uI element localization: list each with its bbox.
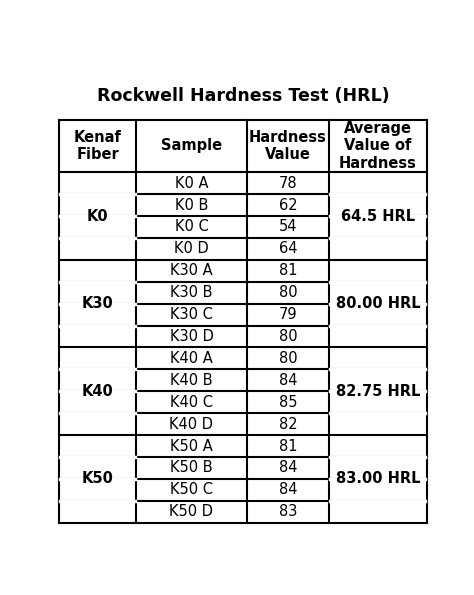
- Text: 62: 62: [279, 198, 297, 212]
- Text: Sample: Sample: [161, 139, 222, 154]
- Text: K40: K40: [82, 384, 114, 399]
- Text: K0 D: K0 D: [174, 242, 209, 256]
- Text: K40 C: K40 C: [170, 394, 213, 410]
- Text: K30 B: K30 B: [170, 285, 213, 300]
- Text: Average
Value of
Hardness: Average Value of Hardness: [339, 121, 417, 171]
- Text: K40 B: K40 B: [170, 373, 213, 388]
- Text: Kenaf
Fiber: Kenaf Fiber: [74, 130, 122, 162]
- Text: K40 D: K40 D: [170, 416, 213, 431]
- Text: K30 A: K30 A: [170, 263, 213, 278]
- Text: K50 B: K50 B: [170, 461, 213, 475]
- Text: 85: 85: [279, 394, 297, 410]
- Text: 80: 80: [279, 329, 297, 344]
- Text: 54: 54: [279, 220, 297, 234]
- Text: 80: 80: [279, 351, 297, 366]
- Text: K0 A: K0 A: [175, 176, 208, 190]
- Text: K30: K30: [82, 296, 114, 311]
- Text: 64.5 HRL: 64.5 HRL: [341, 208, 415, 224]
- Text: 84: 84: [279, 461, 297, 475]
- Text: 84: 84: [279, 373, 297, 388]
- Text: 80.00 HRL: 80.00 HRL: [336, 296, 420, 311]
- Text: 83.00 HRL: 83.00 HRL: [336, 471, 420, 486]
- Text: 81: 81: [279, 439, 297, 453]
- Text: 84: 84: [279, 483, 297, 497]
- Text: Rockwell Hardness Test (HRL): Rockwell Hardness Test (HRL): [97, 87, 389, 105]
- Text: 83: 83: [279, 504, 297, 519]
- Text: 81: 81: [279, 263, 297, 278]
- Text: K50 D: K50 D: [170, 504, 213, 519]
- Text: K0 B: K0 B: [175, 198, 208, 212]
- Text: 82: 82: [279, 416, 297, 431]
- Text: K0: K0: [87, 208, 109, 224]
- Text: Hardness
Value: Hardness Value: [249, 130, 327, 162]
- Text: K0 C: K0 C: [174, 220, 209, 234]
- Text: 82.75 HRL: 82.75 HRL: [336, 384, 420, 399]
- Text: K40 A: K40 A: [170, 351, 213, 366]
- Text: K50: K50: [82, 471, 114, 486]
- Text: 64: 64: [279, 242, 297, 256]
- Text: K50 A: K50 A: [170, 439, 213, 453]
- Text: 79: 79: [279, 307, 297, 322]
- Text: 80: 80: [279, 285, 297, 300]
- Text: K50 C: K50 C: [170, 483, 213, 497]
- Text: 78: 78: [279, 176, 297, 190]
- Text: K30 D: K30 D: [170, 329, 213, 344]
- Text: K30 C: K30 C: [170, 307, 213, 322]
